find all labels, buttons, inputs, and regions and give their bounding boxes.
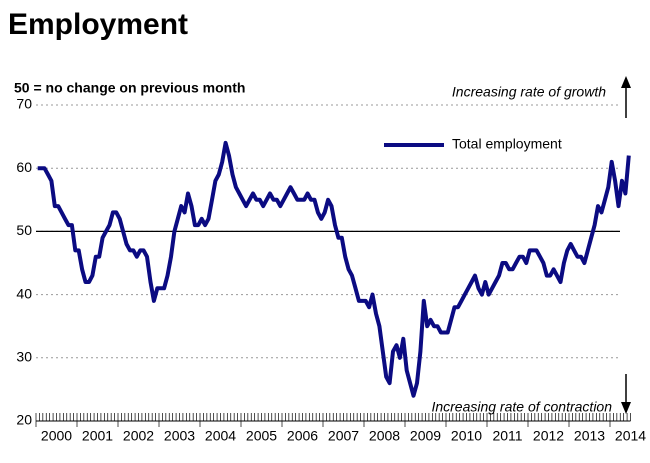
- legend-label: Total employment: [452, 136, 562, 152]
- y-tick-label: 30: [16, 349, 32, 365]
- x-tick-label: 2007: [328, 428, 359, 444]
- annotation: Increasing rate of contraction: [431, 399, 612, 415]
- x-tick-label: 2010: [451, 428, 482, 444]
- y-tick-label: 20: [16, 412, 32, 428]
- arrow-up: [621, 76, 631, 118]
- x-tick-label: 2014: [615, 428, 646, 444]
- series-line: [37, 140, 631, 398]
- y-tick-label: 60: [16, 159, 32, 175]
- x-tick-label: 2002: [123, 428, 154, 444]
- subtitle: 50 = no change on previous month: [14, 80, 245, 96]
- x-tick-label: 2008: [369, 428, 400, 444]
- x-tick-label: 2009: [410, 428, 441, 444]
- arrow-down: [621, 374, 631, 414]
- x-tick-label: 2011: [492, 428, 522, 444]
- y-tick-label: 70: [16, 96, 32, 112]
- chart-title: Employment: [8, 8, 188, 41]
- x-tick-label: 2006: [287, 428, 318, 444]
- x-tick-label: 2013: [574, 428, 605, 444]
- x-tick-label: 2003: [164, 428, 195, 444]
- x-tick-label: 2005: [246, 428, 277, 444]
- y-tick-label: 40: [16, 285, 32, 301]
- x-tick-label: 2004: [205, 428, 236, 444]
- y-tick-label: 50: [16, 222, 32, 238]
- x-tick-label: 2001: [82, 428, 113, 444]
- x-tick-label: 2012: [533, 428, 564, 444]
- x-tick-label: 2000: [41, 428, 72, 444]
- annotation: Increasing rate of growth: [452, 84, 606, 100]
